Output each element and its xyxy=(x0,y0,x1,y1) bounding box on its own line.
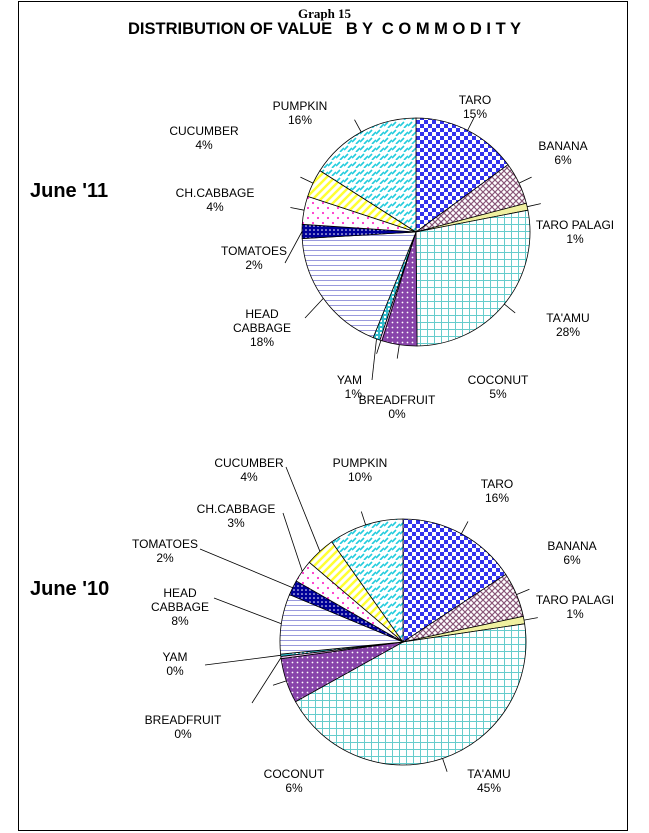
pie2-leader-head-cabbage xyxy=(213,597,282,625)
pie2-leader-tomatoes xyxy=(199,548,293,589)
graph-number-label: Graph 15 xyxy=(297,6,352,21)
pie1-label-breadfruit: BREADFRUIT 0% xyxy=(359,393,436,421)
pie1-label-head-cabbage: HEAD CABBAGE 18% xyxy=(233,307,291,349)
pie2-leader-banana xyxy=(516,588,530,595)
pie1-label-taro: TARO 15% xyxy=(459,93,491,121)
pie1-label-coconut: COCONUT 5% xyxy=(468,373,529,401)
pie1-label-taro-palagi: TARO PALAGI 1% xyxy=(536,218,614,246)
pie1-leader-head-cabbage xyxy=(304,298,324,319)
pie-1: TARO 15% BANANA 6% TARO PALAGI 1% TA'AMU 28% COC… xyxy=(169,93,614,421)
pie2-label-taro-palagi: TARO PALAGI 1% xyxy=(536,593,614,621)
pie2-leader-pumpkin xyxy=(360,511,366,525)
pie1-label-banana: BANANA 6% xyxy=(538,139,587,167)
pie1-label-ta-amu: TA'AMU 28% xyxy=(546,311,589,339)
pie1-leader-yam xyxy=(371,338,377,381)
pie2-label-breadfruit: BREADFRUIT 0% xyxy=(145,713,222,741)
pie2-leader-breadfruit xyxy=(251,657,282,704)
pie1-label-tomatoes: TOMATOES 2% xyxy=(221,244,287,272)
pie2-leader-ta-amu xyxy=(442,758,448,772)
pie2-label-cucumber: CUCUMBER 4% xyxy=(214,456,284,484)
pie1-leader-pumpkin xyxy=(354,119,362,133)
pie2-leader-cucumber xyxy=(285,466,321,552)
pie2-slice-ta-amu xyxy=(294,623,527,766)
chart-frame xyxy=(18,1,628,831)
pie1-leader-banana xyxy=(518,176,532,184)
chart-title: DISTRIBUTION OF VALUE B Y C O M M O D I … xyxy=(128,20,521,38)
pie1-label-pumpkin: PUMPKIN 16% xyxy=(273,99,328,127)
pie2-label-ch-cabbage: CH.CABBAGE 3% xyxy=(197,502,276,530)
pie2-label-yam: YAM 0% xyxy=(162,650,187,678)
pie2-leader-taro-palagi xyxy=(523,617,538,621)
pie1-leader-ch-cabbage xyxy=(290,207,305,211)
pie2-leader-ch-cabbage xyxy=(282,512,303,572)
pie1-label-yam: YAM 1% xyxy=(337,373,362,401)
pie1-label-cucumber: CUCUMBER 4% xyxy=(169,124,239,152)
pie2-leader-taro xyxy=(461,521,469,534)
pie1-leader-ta-amu xyxy=(504,303,516,314)
pie2-label-tomatoes: TOMATOES 2% xyxy=(132,537,198,565)
pie1-slice-pumpkin xyxy=(319,117,417,233)
pie2-label-ta-amu: TA'AMU 45% xyxy=(467,767,510,795)
pie2-leader-yam xyxy=(204,654,281,666)
pie2-period-label: June '10 xyxy=(30,578,110,600)
pie1-leader-breadfruit xyxy=(376,340,382,354)
pie1-leader-taro xyxy=(467,117,475,131)
pie2-label-coconut: COCONUT 6% xyxy=(264,767,325,795)
pie2-slice-pumpkin xyxy=(331,518,404,644)
pie1-slice-ta-amu xyxy=(415,209,531,347)
pie1-period-label: June '11 xyxy=(30,180,109,202)
pie1-leader-cucumber xyxy=(300,176,314,184)
pie2-leader-coconut xyxy=(272,680,287,686)
pie1-slice-taro xyxy=(415,117,509,233)
pie2-slice-taro xyxy=(402,518,507,643)
pie1-leader-tomatoes xyxy=(284,231,303,264)
pie-2: TARO 16% BANANA 6% TARO PALAGI 1% TA'AMU 45% COC… xyxy=(132,456,614,795)
pie1-slice-head-cabbage xyxy=(301,231,417,339)
pie2-label-pumpkin: PUMPKIN 10% xyxy=(333,456,388,484)
pie2-label-banana: BANANA 6% xyxy=(547,539,596,567)
pie2-label-taro: TARO 16% xyxy=(481,477,513,505)
pie2-label-head-cabbage: HEAD CABBAGE 8% xyxy=(151,586,209,628)
pie1-leader-coconut xyxy=(396,344,400,359)
pie1-leader-taro-palagi xyxy=(527,203,541,208)
pie1-label-ch-cabbage: CH.CABBAGE 4% xyxy=(176,186,255,214)
